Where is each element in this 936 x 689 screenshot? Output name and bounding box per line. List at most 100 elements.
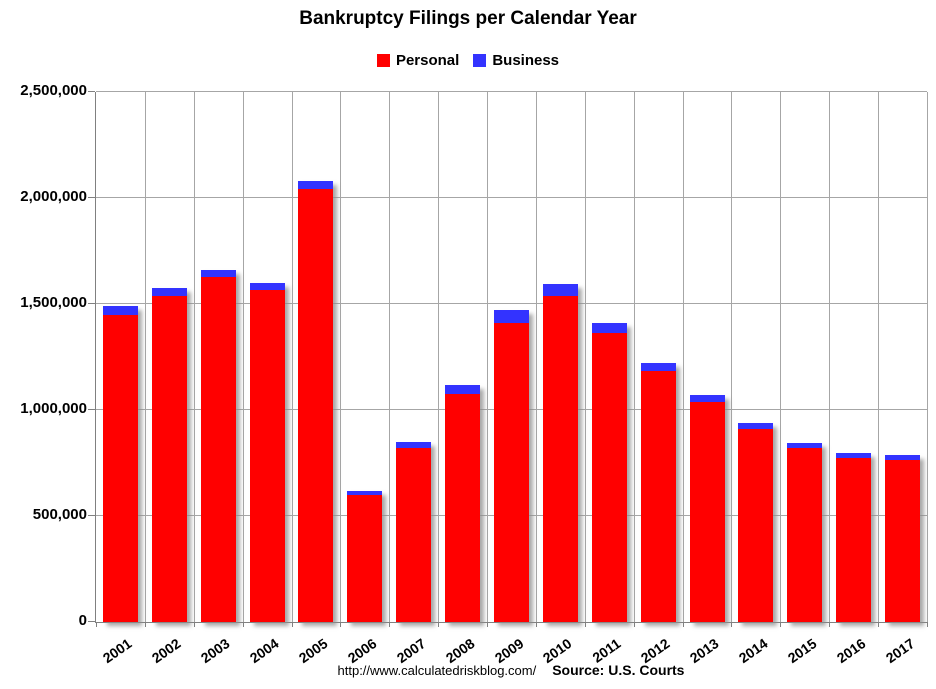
bar-2016	[836, 453, 872, 622]
x-axis-tick	[96, 622, 97, 627]
bar-segment-personal-2013	[689, 402, 725, 622]
gridline-horizontal	[96, 91, 927, 92]
gridline-vertical	[487, 92, 488, 622]
gridline-vertical	[829, 92, 830, 622]
bar-segment-business-2014	[738, 423, 774, 429]
x-axis-tick	[194, 622, 195, 627]
bar-segment-business-2006	[347, 491, 383, 495]
bar-segment-personal-2016	[836, 458, 872, 622]
gridline-vertical	[780, 92, 781, 622]
bar-segment-business-2015	[787, 443, 823, 448]
y-axis-label: 2,500,000	[20, 82, 87, 99]
gridline-vertical	[438, 92, 439, 622]
bar-2017	[885, 455, 921, 622]
bar-segment-personal-2004	[249, 290, 285, 622]
x-axis-tick	[683, 622, 684, 627]
bar-segment-personal-2008	[445, 394, 481, 622]
chart-legend: Personal Business	[0, 51, 936, 69]
bar-segment-business-2003	[200, 270, 236, 277]
bar-segment-business-2009	[494, 310, 529, 323]
x-axis-tick	[438, 622, 439, 627]
bar-segment-business-2016	[836, 453, 872, 458]
gridline-vertical	[585, 92, 586, 622]
y-axis-label: 2,000,000	[20, 188, 87, 205]
bar-segment-business-2012	[640, 363, 676, 371]
y-axis-label: 500,000	[32, 506, 87, 523]
y-axis-label: 0	[78, 612, 87, 629]
bar-segment-personal-2015	[787, 448, 823, 622]
bar-2001	[102, 306, 138, 622]
bar-segment-business-2005	[298, 181, 334, 189]
chart-title: Bankruptcy Filings per Calendar Year	[299, 8, 637, 29]
bar-2012	[640, 363, 676, 622]
x-axis-tick	[878, 622, 879, 627]
y-axis-tick	[88, 303, 95, 304]
y-axis-label: 1,500,000	[20, 294, 87, 311]
chart-footer: http://www.calculatedriskblog.com/Source…	[0, 662, 936, 678]
gridline-horizontal	[96, 303, 927, 304]
y-axis-tick	[88, 515, 95, 516]
y-axis-tick	[88, 197, 95, 198]
x-axis-tick	[927, 622, 928, 627]
bar-segment-business-2002	[151, 288, 187, 296]
legend-item-business: Business	[473, 52, 559, 69]
business-swatch-icon	[473, 53, 487, 67]
x-axis-tick	[829, 622, 830, 627]
bar-2008	[445, 385, 481, 622]
bar-segment-personal-2014	[738, 429, 774, 622]
bar-2006	[347, 491, 383, 622]
bar-2002	[151, 288, 187, 622]
gridline-vertical	[536, 92, 537, 622]
bar-segment-business-2013	[689, 395, 725, 402]
bar-segment-personal-2007	[396, 448, 432, 622]
x-axis-tick	[731, 622, 732, 627]
bar-segment-business-2001	[102, 306, 138, 315]
bar-segment-personal-2006	[347, 495, 383, 622]
bar-segment-business-2017	[885, 455, 921, 460]
gridline-vertical	[194, 92, 195, 622]
legend-item-personal: Personal	[376, 51, 460, 69]
gridline-vertical	[731, 92, 732, 622]
y-axis-tick	[88, 409, 95, 410]
bar-segment-personal-2009	[494, 323, 529, 622]
bar-2007	[396, 442, 432, 622]
bar-segment-business-2010	[542, 284, 578, 296]
source-credit: Source: U.S. Courts	[552, 662, 685, 678]
y-axis-tick	[88, 91, 95, 92]
source-url: http://www.calculatedriskblog.com/	[337, 663, 537, 678]
x-axis-tick	[585, 622, 586, 627]
y-axis-tick	[88, 621, 95, 622]
bar-2004	[249, 283, 285, 622]
bar-segment-business-2011	[591, 323, 627, 333]
bar-2015	[787, 443, 823, 622]
x-axis-tick	[634, 622, 635, 627]
bar-segment-business-2007	[396, 442, 432, 448]
gridline-vertical	[145, 92, 146, 622]
bar-segment-business-2004	[249, 283, 285, 290]
x-axis-tick	[292, 622, 293, 627]
bar-segment-personal-2005	[298, 189, 334, 622]
bar-2013	[689, 395, 725, 622]
bar-2010	[542, 284, 578, 622]
bar-segment-personal-2001	[102, 315, 138, 622]
bar-2011	[591, 323, 627, 622]
bar-segment-personal-2010	[542, 296, 578, 622]
gridline-vertical	[927, 92, 928, 622]
gridline-vertical	[243, 92, 244, 622]
gridline-vertical	[340, 92, 341, 622]
bar-segment-personal-2011	[591, 333, 627, 622]
y-axis-line	[95, 92, 96, 623]
gridline-vertical	[683, 92, 684, 622]
legend-label-personal: Personal	[395, 51, 460, 69]
bar-segment-personal-2017	[885, 460, 921, 622]
x-axis-tick	[536, 622, 537, 627]
bar-segment-personal-2003	[200, 277, 236, 622]
bar-segment-personal-2012	[640, 371, 676, 622]
gridline-vertical	[292, 92, 293, 622]
x-axis-tick	[145, 622, 146, 627]
bar-2003	[200, 270, 236, 622]
gridline-horizontal	[96, 197, 927, 198]
x-axis-tick	[389, 622, 390, 627]
gridline-vertical	[389, 92, 390, 622]
gridline-vertical	[878, 92, 879, 622]
